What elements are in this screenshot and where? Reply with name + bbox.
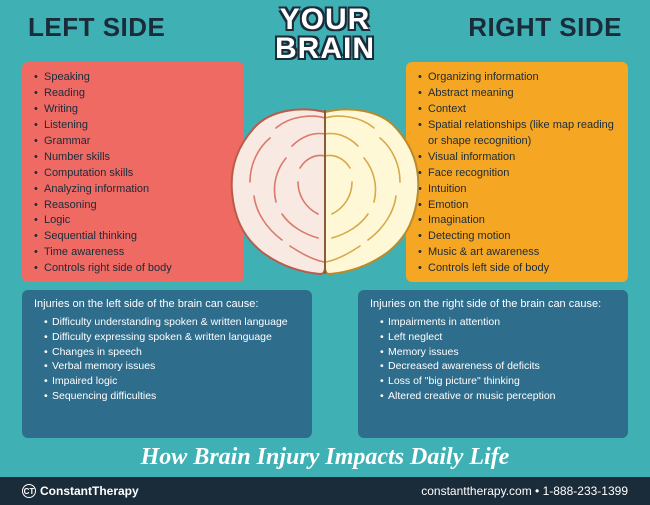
footer-brand: CT ConstantTherapy: [22, 484, 139, 498]
right-side-heading: RIGHT SIDE: [468, 12, 622, 43]
brain-right-hemisphere: [325, 109, 418, 274]
footer-contact: constanttherapy.com • 1-888-233-1399: [421, 484, 628, 498]
left-functions-box: SpeakingReadingWritingListeningGrammarNu…: [22, 62, 244, 282]
right-injury-heading: Injuries on the right side of the brain …: [370, 298, 616, 311]
left-injuries-list: Difficulty understanding spoken & writte…: [34, 315, 300, 403]
left-injuries-box: Injuries on the left side of the brain c…: [22, 290, 312, 438]
right-injury-item: Memory issues: [370, 345, 616, 360]
right-injury-item: Altered creative or music perception: [370, 389, 616, 404]
right-function-item: Intuition: [418, 182, 616, 198]
left-function-item: Time awareness: [34, 245, 232, 261]
left-function-item: Grammar: [34, 134, 232, 150]
left-injury-item: Changes in speech: [34, 345, 300, 360]
main-title: YOUR BRAIN: [275, 6, 375, 63]
brand-logo-icon: CT: [22, 484, 36, 498]
right-functions-box: Organizing informationAbstract meaningCo…: [406, 62, 628, 282]
left-function-item: Logic: [34, 213, 232, 229]
left-function-item: Number skills: [34, 150, 232, 166]
title-line-2: BRAIN: [275, 32, 375, 65]
left-function-item: Reading: [34, 86, 232, 102]
right-injury-item: Decreased awareness of deficits: [370, 359, 616, 374]
left-function-item: Listening: [34, 118, 232, 134]
right-injury-item: Impairments in attention: [370, 315, 616, 330]
right-function-item: Detecting motion: [418, 229, 616, 245]
right-function-item: Controls left side of body: [418, 261, 616, 277]
right-injury-item: Loss of "big picture" thinking: [370, 374, 616, 389]
right-injuries-box: Injuries on the right side of the brain …: [358, 290, 628, 438]
left-function-item: Writing: [34, 102, 232, 118]
left-injury-item: Difficulty understanding spoken & writte…: [34, 315, 300, 330]
left-function-item: Reasoning: [34, 198, 232, 214]
right-function-item: Visual information: [418, 150, 616, 166]
bottom-headline: How Brain Injury Impacts Daily Life: [0, 444, 650, 471]
right-functions-list: Organizing informationAbstract meaningCo…: [418, 70, 616, 277]
right-injuries-list: Impairments in attentionLeft neglectMemo…: [370, 315, 616, 403]
right-function-item: Abstract meaning: [418, 86, 616, 102]
right-function-item: Organizing information: [418, 70, 616, 86]
right-function-item: Emotion: [418, 198, 616, 214]
right-function-item: Spatial relationships (like map reading …: [418, 118, 616, 150]
left-injury-item: Impaired logic: [34, 374, 300, 389]
right-function-item: Face recognition: [418, 166, 616, 182]
left-function-item: Sequential thinking: [34, 229, 232, 245]
right-injury-item: Left neglect: [370, 330, 616, 345]
left-side-heading: LEFT SIDE: [28, 12, 165, 43]
brain-illustration: [220, 104, 430, 284]
left-injury-item: Verbal memory issues: [34, 359, 300, 374]
left-injury-item: Difficulty expressing spoken & written l…: [34, 330, 300, 345]
left-function-item: Analyzing information: [34, 182, 232, 198]
right-function-item: Music & art awareness: [418, 245, 616, 261]
content-area: SpeakingReadingWritingListeningGrammarNu…: [0, 62, 650, 440]
brain-left-hemisphere: [232, 109, 325, 274]
header-row: LEFT SIDE YOUR BRAIN RIGHT SIDE: [0, 0, 650, 62]
left-function-item: Computation skills: [34, 166, 232, 182]
footer-bar: CT ConstantTherapy constanttherapy.com •…: [0, 477, 650, 505]
brand-name: ConstantTherapy: [40, 484, 139, 498]
left-injury-item: Sequencing difficulties: [34, 389, 300, 404]
left-function-item: Controls right side of body: [34, 261, 232, 277]
left-functions-list: SpeakingReadingWritingListeningGrammarNu…: [34, 70, 232, 277]
left-function-item: Speaking: [34, 70, 232, 86]
right-function-item: Imagination: [418, 213, 616, 229]
left-injury-heading: Injuries on the left side of the brain c…: [34, 298, 300, 311]
right-function-item: Context: [418, 102, 616, 118]
